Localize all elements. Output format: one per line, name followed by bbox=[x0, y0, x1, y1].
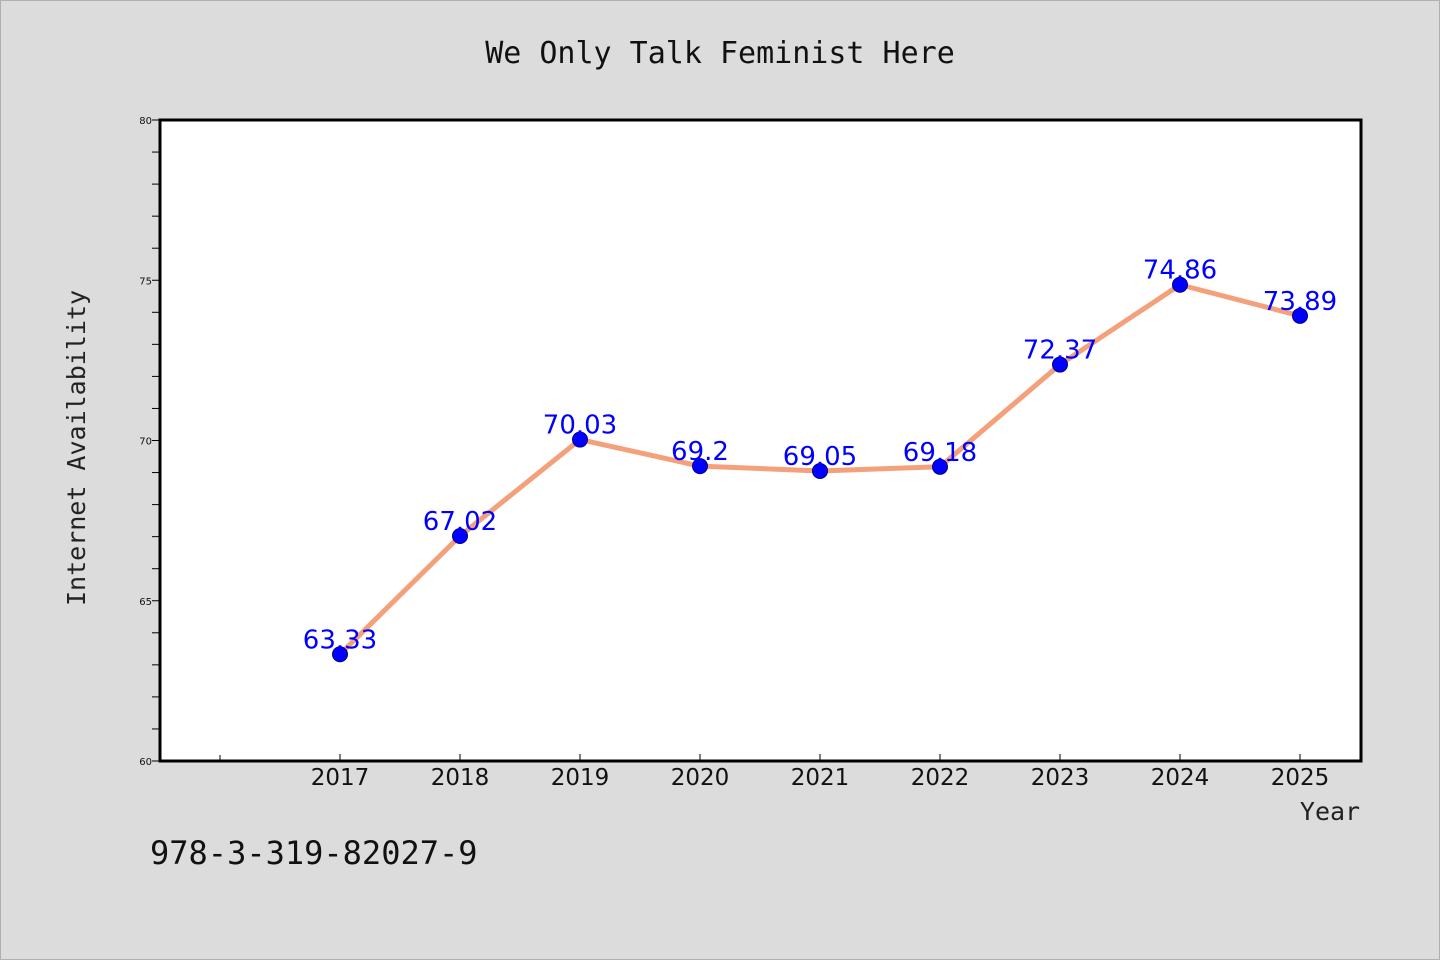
x-tick-label: 2018 bbox=[431, 765, 490, 791]
y-tick-label: 60 bbox=[139, 757, 152, 768]
x-tick-label: 2019 bbox=[551, 765, 610, 791]
data-point bbox=[332, 646, 348, 663]
data-labels: 63.33 67.02 70.03 69.2 69.05 69.18 72.37 74.86 7… bbox=[303, 256, 1337, 656]
x-tick-label: 2021 bbox=[791, 765, 850, 791]
data-label: 63.33 bbox=[303, 625, 377, 655]
series-markers bbox=[332, 276, 1308, 663]
y-tick-label: 70 bbox=[139, 437, 152, 448]
y-axis-label: Internet Availability bbox=[62, 290, 91, 606]
data-label: 67.02 bbox=[423, 507, 497, 537]
data-point bbox=[932, 458, 948, 475]
plot-area bbox=[158, 118, 1363, 763]
chart-title: We Only Talk Feminist Here bbox=[485, 36, 955, 71]
y-tick-label: 75 bbox=[139, 276, 152, 287]
y-axis-ticks: 60 65 70 75 80 bbox=[139, 116, 160, 768]
x-axis-label: Year bbox=[1300, 797, 1360, 826]
data-label: 72.37 bbox=[1023, 336, 1097, 366]
isbn-text: 978-3-319-82027-9 bbox=[150, 834, 478, 872]
data-label: 70.03 bbox=[543, 411, 617, 441]
x-tick-label: 2025 bbox=[1271, 765, 1330, 791]
data-label: 74.86 bbox=[1143, 256, 1217, 286]
x-tick-label: 2020 bbox=[671, 765, 730, 791]
x-tick-label: 2023 bbox=[1031, 765, 1090, 791]
data-point bbox=[572, 431, 588, 448]
data-point bbox=[1292, 307, 1308, 324]
data-point bbox=[1172, 276, 1188, 293]
y-tick-label: 80 bbox=[139, 116, 152, 127]
x-tick-label: 2017 bbox=[311, 765, 370, 791]
x-tick-label: 2022 bbox=[911, 765, 970, 791]
data-label: 69.05 bbox=[783, 442, 857, 472]
data-point bbox=[812, 462, 828, 479]
data-label: 69.2 bbox=[671, 437, 729, 467]
data-point bbox=[1052, 356, 1068, 373]
y-tick-label: 65 bbox=[139, 597, 152, 608]
data-point bbox=[692, 458, 708, 475]
x-tick-label: 2024 bbox=[1151, 765, 1210, 791]
data-label: 69.18 bbox=[903, 438, 977, 468]
data-label: 73.89 bbox=[1263, 287, 1337, 317]
data-point bbox=[452, 528, 468, 545]
x-axis-ticks: 2017 2018 2019 2020 2021 2022 2023 2024 2025 bbox=[219, 754, 1330, 791]
